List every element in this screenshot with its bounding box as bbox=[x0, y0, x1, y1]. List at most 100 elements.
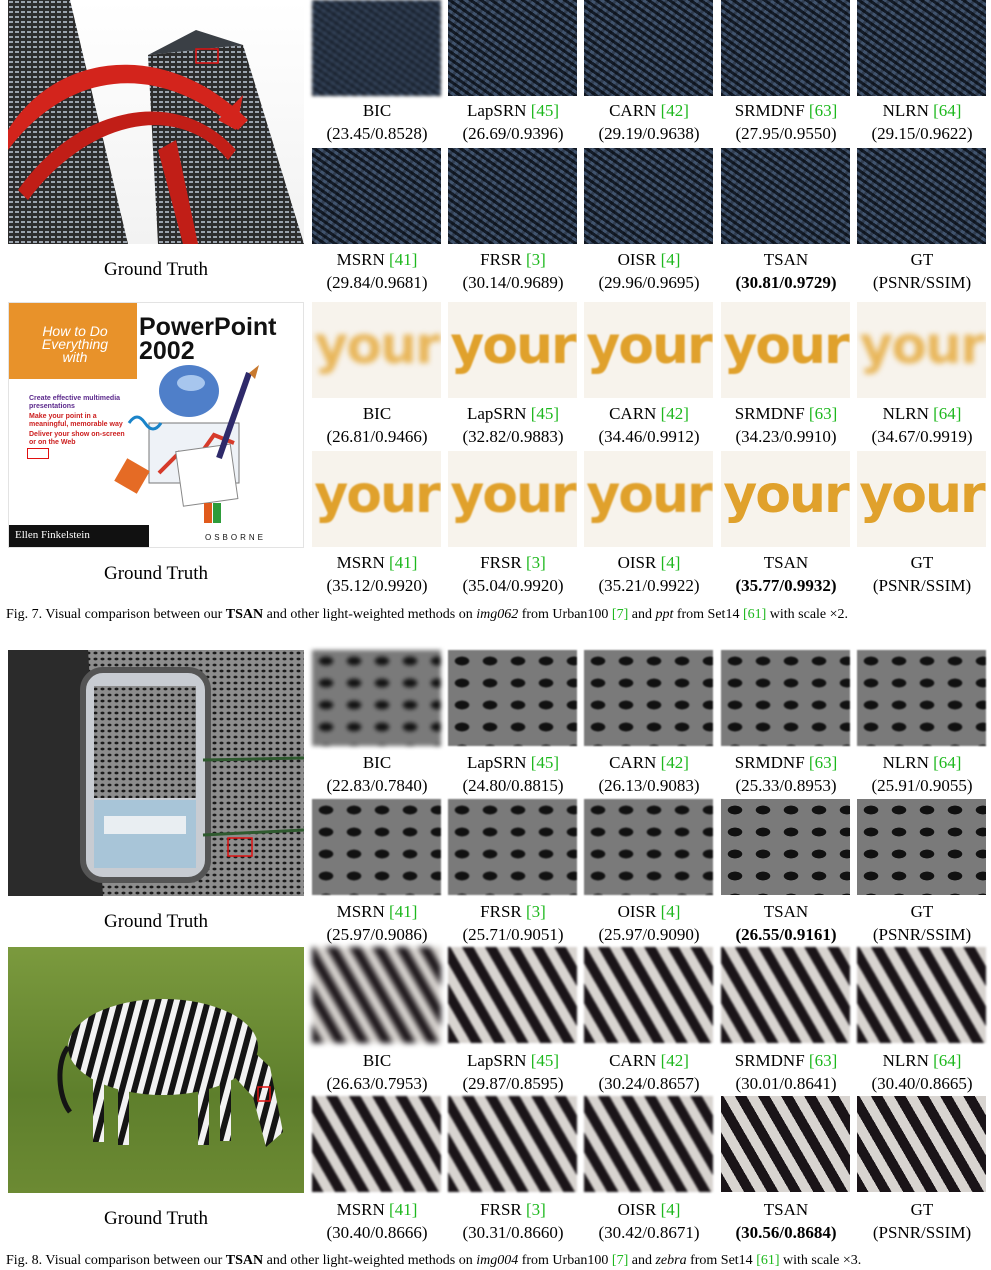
figure-caption: Fig. 7. Visual comparison between our TS… bbox=[6, 606, 986, 624]
ground-truth-image-building bbox=[8, 0, 304, 244]
crop-oisr bbox=[584, 1096, 713, 1192]
crop-caption: OISR [4] (30.42/0.8671) bbox=[579, 1198, 719, 1244]
crop-carn bbox=[584, 947, 713, 1043]
building-illustration bbox=[8, 0, 304, 244]
crop-caption: FRSR [3] (25.71/0.9051) bbox=[443, 900, 583, 946]
crop-bic bbox=[312, 947, 441, 1043]
crop-caption: OISR [4] (25.97/0.9090) bbox=[579, 900, 719, 946]
crop-caption: FRSR [3] (35.04/0.9920) bbox=[443, 551, 583, 597]
crop-caption: CARN [42] (26.13/0.9083) bbox=[579, 751, 719, 797]
crop-tsan bbox=[721, 148, 850, 244]
crop-msrn: your bbox=[312, 451, 441, 547]
crop-word: your bbox=[584, 316, 713, 376]
crop-lapsrn bbox=[448, 947, 577, 1043]
crop-caption: FRSR [3] (30.31/0.8660) bbox=[443, 1198, 583, 1244]
ground-truth-label: Ground Truth bbox=[8, 1207, 304, 1231]
crop-lapsrn bbox=[448, 650, 577, 746]
crop-word: your bbox=[448, 316, 577, 376]
crop-caption: NLRN [64] (25.91/0.9055) bbox=[852, 751, 991, 797]
crop-tsan bbox=[721, 799, 850, 895]
crop-caption: LapSRN [45] (24.80/0.8815) bbox=[443, 751, 583, 797]
crop-gt bbox=[857, 799, 986, 895]
crop-msrn bbox=[312, 1096, 441, 1192]
crop-oisr: your bbox=[584, 451, 713, 547]
crop-lapsrn: your bbox=[448, 302, 577, 398]
crop-caption: BIC (22.83/0.7840) bbox=[307, 751, 447, 797]
crop-srmdnf bbox=[721, 947, 850, 1043]
crop-nlrn bbox=[857, 650, 986, 746]
crop-word: your bbox=[584, 465, 713, 525]
crop-nlrn bbox=[857, 947, 986, 1043]
crop-gt bbox=[857, 148, 986, 244]
book-author: Ellen Finkelstein bbox=[15, 529, 90, 541]
crop-word: your bbox=[721, 316, 850, 376]
crop-caption: NLRN [64] (34.67/0.9919) bbox=[852, 402, 991, 448]
zoom-region-marker bbox=[27, 448, 49, 459]
crop-nlrn: your bbox=[857, 302, 986, 398]
crop-caption: NLRN [64] (30.40/0.8665) bbox=[852, 1049, 991, 1095]
crop-caption: LapSRN [45] (29.87/0.8595) bbox=[443, 1049, 583, 1095]
crop-frsr bbox=[448, 799, 577, 895]
ground-truth-image-zebra bbox=[8, 947, 304, 1193]
crop-word: your bbox=[312, 465, 441, 525]
crop-gt: your bbox=[857, 451, 986, 547]
crop-bic bbox=[312, 650, 441, 746]
crop-word: your bbox=[857, 316, 986, 376]
ground-truth-label: Ground Truth bbox=[8, 258, 304, 282]
crop-word: your bbox=[448, 465, 577, 525]
book-clipart bbox=[109, 363, 299, 523]
ground-truth-image-book: How to Do Everything with PowerPoint 200… bbox=[8, 302, 304, 548]
crop-caption: MSRN [41] (35.12/0.9920) bbox=[307, 551, 447, 597]
crop-caption: CARN [42] (30.24/0.8657) bbox=[579, 1049, 719, 1095]
crop-bic: your bbox=[312, 302, 441, 398]
book-publisher: OSBORNE bbox=[205, 533, 266, 542]
crop-word: your bbox=[721, 465, 850, 525]
crop-caption: MSRN [41] (30.40/0.8666) bbox=[307, 1198, 447, 1244]
crop-caption: MSRN [41] (25.97/0.9086) bbox=[307, 900, 447, 946]
crop-caption: MSRN [41] (29.84/0.9681) bbox=[307, 248, 447, 294]
crop-carn bbox=[584, 0, 713, 96]
crop-caption: GT (PSNR/SSIM) bbox=[852, 1198, 991, 1244]
crop-gt bbox=[857, 1096, 986, 1192]
ground-truth-label: Ground Truth bbox=[8, 562, 304, 586]
crop-srmdnf bbox=[721, 650, 850, 746]
crop-frsr: your bbox=[448, 451, 577, 547]
ground-truth-image-station bbox=[8, 650, 304, 896]
crop-caption: SRMDNF [63] (25.33/0.8953) bbox=[716, 751, 856, 797]
crop-tsan: your bbox=[721, 451, 850, 547]
crop-caption: BIC (23.45/0.8528) bbox=[307, 99, 447, 145]
crop-frsr bbox=[448, 148, 577, 244]
crop-carn bbox=[584, 650, 713, 746]
crop-caption: SRMDNF [63] (27.95/0.9550) bbox=[716, 99, 856, 145]
crop-lapsrn bbox=[448, 0, 577, 96]
crop-srmdnf bbox=[721, 0, 850, 96]
crop-oisr bbox=[584, 148, 713, 244]
crop-caption: GT (PSNR/SSIM) bbox=[852, 551, 991, 597]
zebra-illustration bbox=[8, 947, 304, 1193]
crop-caption: NLRN [64] (29.15/0.9622) bbox=[852, 99, 991, 145]
crop-caption: OISR [4] (29.96/0.9695) bbox=[579, 248, 719, 294]
book-series-label: How to Do Everything with bbox=[15, 325, 135, 364]
crop-caption: SRMDNF [63] (30.01/0.8641) bbox=[716, 1049, 856, 1095]
crop-msrn bbox=[312, 799, 441, 895]
crop-caption: FRSR [3] (30.14/0.9689) bbox=[443, 248, 583, 294]
crop-caption: CARN [42] (29.19/0.9638) bbox=[579, 99, 719, 145]
crop-word: your bbox=[312, 316, 441, 376]
crop-tsan bbox=[721, 1096, 850, 1192]
figure-caption: Fig. 8. Visual comparison between our TS… bbox=[6, 1252, 986, 1270]
crop-caption: CARN [42] (34.46/0.9912) bbox=[579, 402, 719, 448]
crop-caption: GT (PSNR/SSIM) bbox=[852, 248, 991, 294]
crop-caption: GT (PSNR/SSIM) bbox=[852, 900, 991, 946]
crop-oisr bbox=[584, 799, 713, 895]
book-title: PowerPoint 2002 bbox=[139, 315, 277, 363]
crop-caption: TSAN (35.77/0.9932) bbox=[716, 551, 856, 597]
crop-caption: LapSRN [45] (32.82/0.9883) bbox=[443, 402, 583, 448]
crop-frsr bbox=[448, 1096, 577, 1192]
crop-caption: LapSRN [45] (26.69/0.9396) bbox=[443, 99, 583, 145]
station-illustration bbox=[8, 650, 304, 896]
crop-carn: your bbox=[584, 302, 713, 398]
crop-caption: SRMDNF [63] (34.23/0.9910) bbox=[716, 402, 856, 448]
crop-caption: BIC (26.81/0.9466) bbox=[307, 402, 447, 448]
crop-caption: TSAN (30.81/0.9729) bbox=[716, 248, 856, 294]
ground-truth-label: Ground Truth bbox=[8, 910, 304, 934]
